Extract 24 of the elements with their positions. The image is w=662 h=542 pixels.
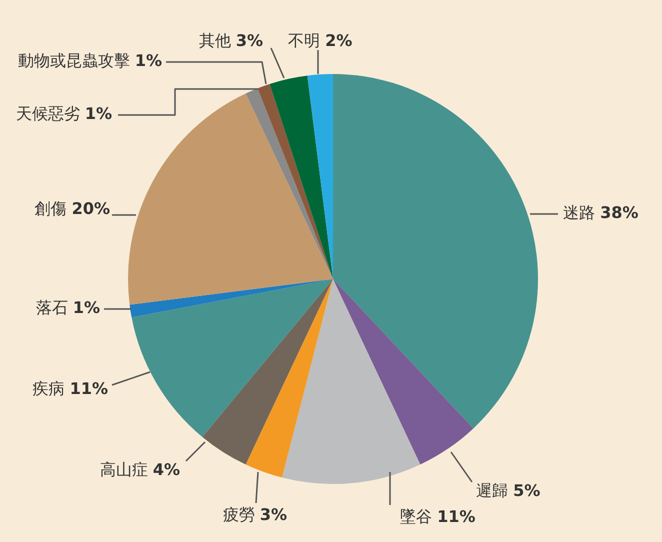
data-label: 3%: [260, 505, 288, 524]
data-label: 2%: [325, 31, 352, 50]
slice-label: 疲勞: [222, 505, 260, 524]
data-label: 1%: [134, 51, 162, 70]
slice-label: 疾病: [32, 379, 70, 398]
data-label: 4%: [152, 460, 180, 480]
slice-label: 遲歸: [476, 481, 514, 500]
data-label: 3%: [236, 31, 264, 50]
data-label: 1%: [84, 104, 112, 124]
data-label: 38%: [600, 203, 638, 222]
slice-label: 不明: [288, 31, 326, 50]
data-label: 11%: [70, 379, 108, 398]
slice-label: 迷路: [563, 203, 600, 222]
slice-label: 動物或昆蟲攻擊: [18, 51, 135, 70]
data-label: 5%: [513, 481, 540, 500]
data-label: 1%: [72, 298, 100, 318]
slice-label: 高山症: [100, 460, 153, 480]
slice-label: 落石: [36, 298, 73, 318]
slice-label: 其他: [198, 31, 236, 50]
data-label: 20%: [72, 199, 110, 218]
data-label: 11%: [437, 507, 476, 526]
slice-label: 墜谷: [400, 507, 438, 526]
slice-label: 創傷: [34, 199, 72, 218]
slice-label: 天候惡劣: [16, 104, 85, 124]
